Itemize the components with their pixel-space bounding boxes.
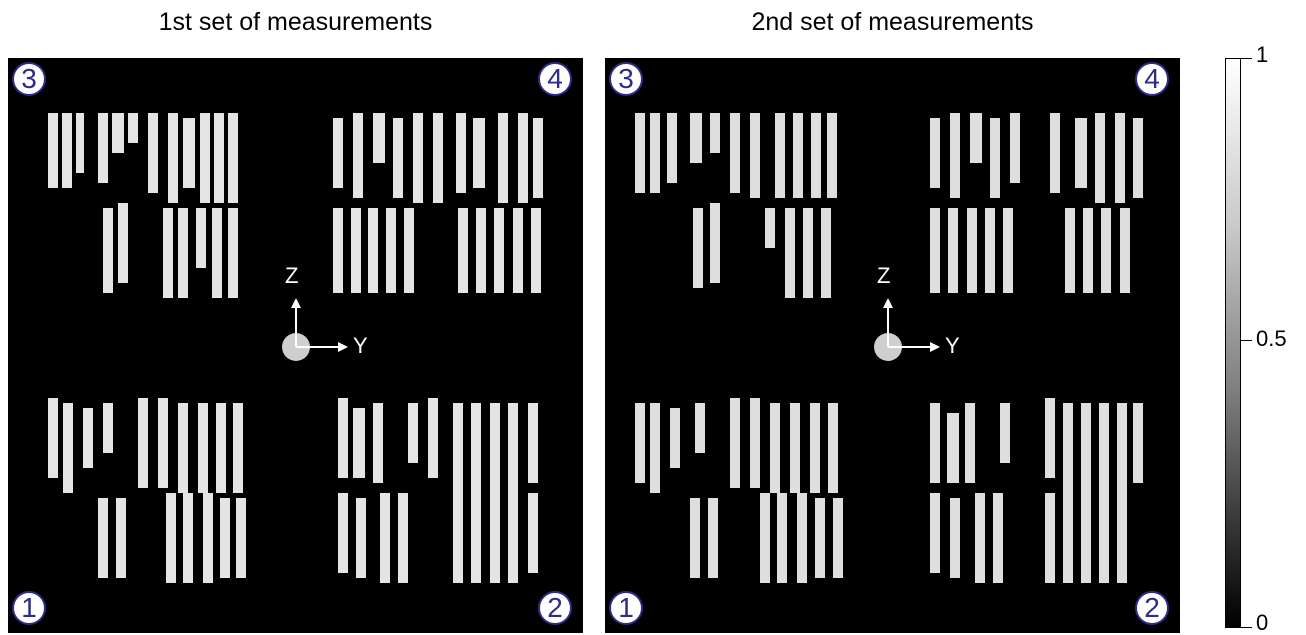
colorbar-tick-mid	[1240, 340, 1252, 341]
panel-2-image: 3 4 1 2 Z Y	[605, 58, 1180, 633]
module-4-badge: 4	[538, 62, 572, 96]
panel-1-modules	[48, 113, 543, 583]
z-axis-label: Z	[877, 263, 891, 288]
panel-2-title: 2nd set of measurements	[751, 8, 1034, 36]
module-2-badge: 2	[1135, 591, 1169, 625]
module-4-badge: 4	[1135, 62, 1169, 96]
colorbar-tick-top	[1240, 58, 1252, 59]
y-axis-label: Y	[353, 333, 368, 358]
z-axis-label: Z	[285, 263, 299, 288]
colorbar-tick-bottom	[1240, 627, 1252, 628]
colorbar-label-min: 0	[1256, 610, 1269, 635]
colorbar	[1225, 58, 1241, 628]
panel-1-image: 3 4 1 2 Z Y	[8, 58, 583, 633]
panel-2-modules	[635, 113, 1143, 583]
module-3-badge: 3	[12, 62, 46, 96]
module-1-badge: 1	[609, 591, 643, 625]
colorbar-label-max: 1	[1256, 42, 1269, 67]
panel-1-title: 1st set of measurements	[158, 8, 433, 36]
module-3-badge: 3	[609, 62, 643, 96]
colorbar-label-mid: 0.5	[1256, 326, 1287, 351]
module-2-badge: 2	[538, 591, 572, 625]
y-axis-label: Y	[945, 333, 960, 358]
module-1-badge: 1	[12, 591, 46, 625]
